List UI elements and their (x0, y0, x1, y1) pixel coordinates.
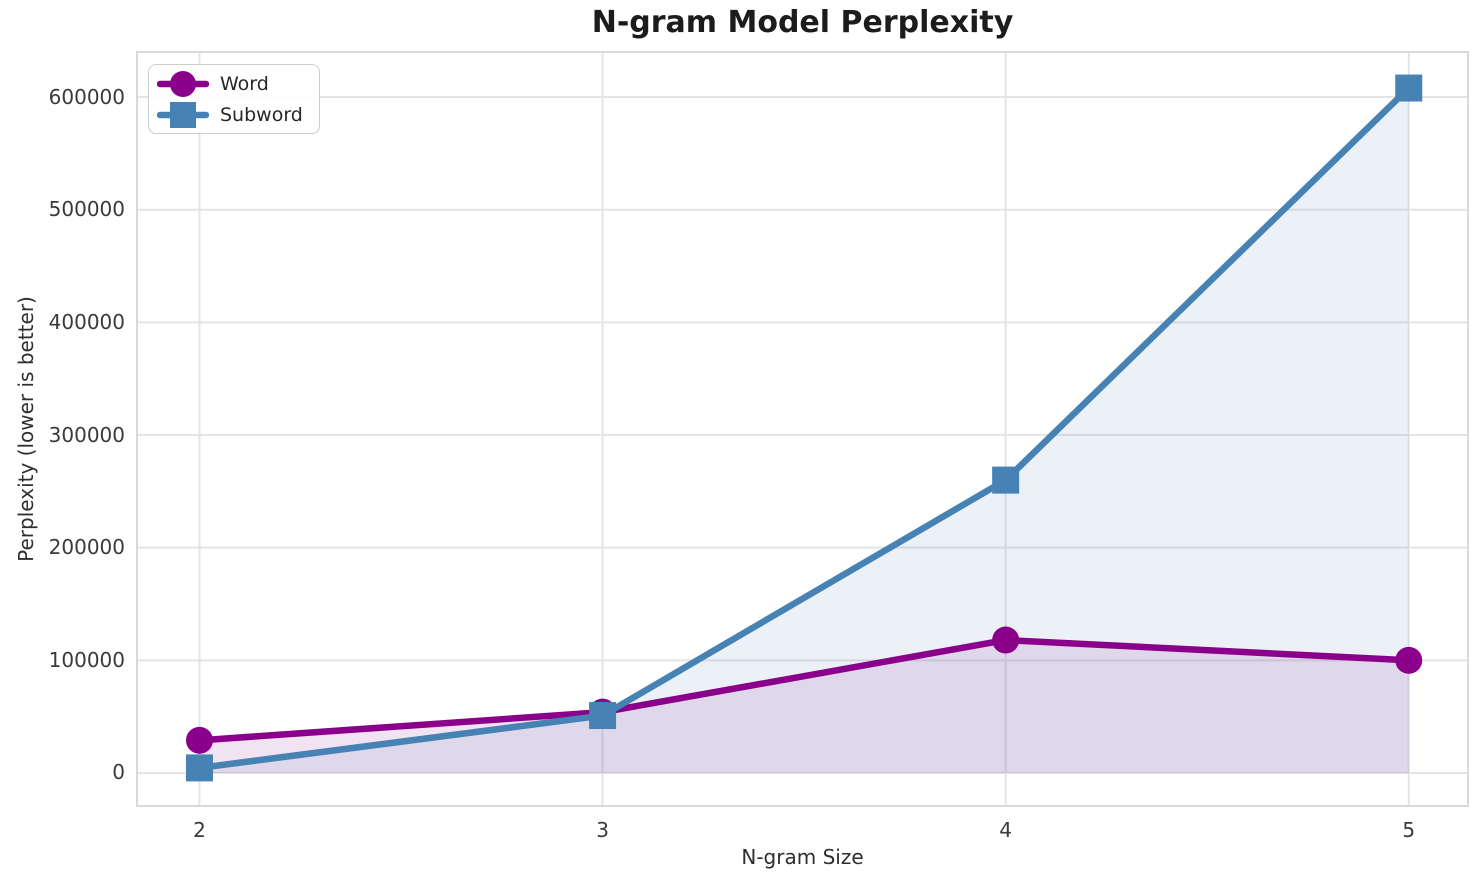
x-tick-label: 2 (193, 818, 206, 842)
y-tick-label: 300000 (48, 422, 125, 447)
x-tick-label: 4 (999, 818, 1013, 842)
legend-item-subword: Subword (157, 99, 303, 130)
word-line (196, 636, 1412, 744)
legend: Word Subword (148, 64, 320, 134)
word-marker (1395, 646, 1423, 674)
x-tick-label: 5 (1402, 818, 1416, 842)
y-axis-label: Perplexity (lower is better) (14, 296, 38, 562)
subword-area-fill (199, 88, 1409, 773)
legend-item-word: Word (157, 68, 303, 99)
y-tick-label: 600000 (48, 84, 125, 109)
x-axis-label: N-gram Size (741, 845, 864, 869)
y-tick-label: 100000 (48, 647, 125, 672)
word-marker (992, 626, 1020, 654)
subword-marker (992, 466, 1020, 494)
legend-label: Word (220, 72, 269, 95)
x-tick-label: 3 (596, 818, 609, 842)
y-tick-label: 200000 (48, 535, 125, 560)
subword-marker (1395, 74, 1423, 102)
subword-marker (589, 702, 617, 730)
y-tick-label: 400000 (48, 309, 125, 334)
legend-label: Subword (220, 103, 303, 126)
word-area-fill (199, 640, 1409, 773)
word-legend-marker-icon (157, 70, 209, 97)
subword-line (196, 84, 1412, 772)
chart-title: N-gram Model Perplexity (591, 5, 1014, 40)
y-tick-label: 500000 (48, 197, 125, 222)
axes-spines (136, 51, 1469, 807)
subword-marker (185, 754, 213, 782)
y-tick-label: 0 (112, 760, 125, 785)
subword-legend-marker-icon (157, 101, 209, 128)
word-marker (185, 726, 213, 754)
